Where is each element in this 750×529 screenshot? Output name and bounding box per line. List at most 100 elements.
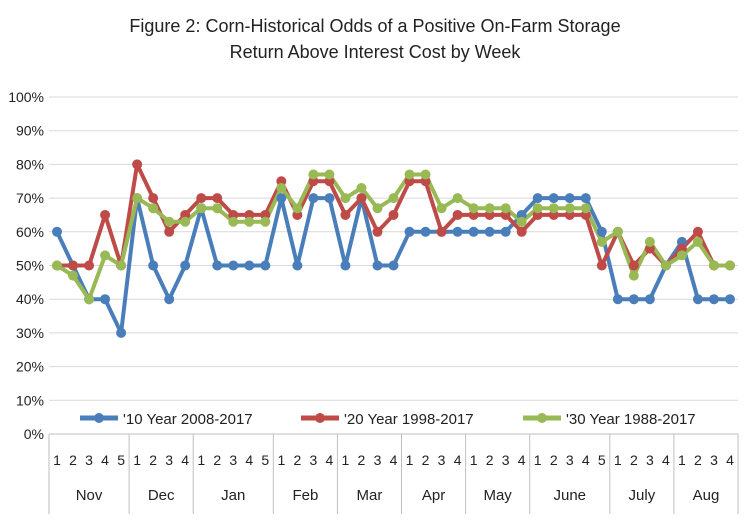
x-week-label: 1 xyxy=(470,452,478,468)
data-point xyxy=(692,236,703,247)
legend-background xyxy=(66,404,736,432)
x-month-label: Mar xyxy=(357,487,383,504)
x-month-label: Nov xyxy=(76,487,103,504)
y-tick-label: 70% xyxy=(16,190,44,206)
data-point xyxy=(308,169,319,180)
x-week-label: 1 xyxy=(678,452,686,468)
data-point xyxy=(548,193,559,204)
legend-label-10yr: '10 Year 2008-2017 xyxy=(123,411,253,428)
legend-item-20yr: '20 Year 1998-2017 xyxy=(301,411,474,428)
data-point xyxy=(212,193,223,204)
x-week-label: 2 xyxy=(358,452,366,468)
data-point xyxy=(532,203,543,214)
x-week-label: 4 xyxy=(245,452,253,468)
legend-marker-20yr xyxy=(315,413,325,423)
series-lines xyxy=(55,162,730,335)
x-week-label: 3 xyxy=(229,452,237,468)
data-point xyxy=(132,159,143,170)
data-point xyxy=(116,260,127,271)
data-point xyxy=(148,203,159,214)
legend-marker-30yr xyxy=(537,413,547,423)
data-point xyxy=(132,193,143,204)
x-week-label: 4 xyxy=(181,452,189,468)
data-point xyxy=(244,216,255,227)
data-point xyxy=(52,226,63,237)
data-point xyxy=(324,193,335,204)
data-point xyxy=(164,226,175,237)
data-point xyxy=(708,294,719,305)
data-point xyxy=(452,226,463,237)
data-point xyxy=(404,169,415,180)
x-week-label: 2 xyxy=(422,452,430,468)
x-week-label: 5 xyxy=(117,452,125,468)
x-month-label: May xyxy=(483,487,512,504)
data-point xyxy=(644,236,655,247)
data-point xyxy=(212,260,223,271)
legend: '10 Year 2008-2017 '20 Year 1998-2017 '3… xyxy=(66,404,736,432)
x-week-label: 2 xyxy=(550,452,558,468)
x-week-label: 3 xyxy=(438,452,446,468)
data-point xyxy=(356,182,367,193)
data-point xyxy=(436,226,447,237)
x-week-label: 1 xyxy=(534,452,542,468)
data-point xyxy=(196,193,207,204)
data-point xyxy=(260,216,271,227)
data-point xyxy=(84,294,95,305)
data-point xyxy=(180,260,191,271)
x-week-label: 1 xyxy=(614,452,622,468)
data-point xyxy=(548,203,559,214)
data-point xyxy=(420,169,431,180)
data-point xyxy=(212,203,223,214)
data-point xyxy=(628,270,639,281)
x-week-label: 3 xyxy=(165,452,173,468)
data-point xyxy=(500,203,511,214)
data-point xyxy=(292,260,303,271)
data-point xyxy=(452,209,463,220)
data-point xyxy=(500,226,511,237)
data-point xyxy=(452,193,463,204)
x-week-label: 3 xyxy=(374,452,382,468)
data-point xyxy=(228,216,239,227)
x-month-label: Feb xyxy=(292,487,318,504)
x-week-label: 3 xyxy=(85,452,93,468)
data-point xyxy=(372,203,383,214)
x-week-label: 1 xyxy=(133,452,141,468)
data-point xyxy=(724,260,735,271)
data-point xyxy=(100,250,111,261)
data-point xyxy=(228,260,239,271)
x-week-label: 3 xyxy=(309,452,317,468)
data-point xyxy=(68,260,79,271)
x-week-label: 3 xyxy=(566,452,574,468)
data-point xyxy=(276,182,287,193)
x-week-label: 4 xyxy=(454,452,462,468)
data-point xyxy=(100,294,111,305)
data-point xyxy=(388,193,399,204)
x-week-label: 4 xyxy=(662,452,670,468)
y-tick-label: 90% xyxy=(16,123,44,139)
x-week-label: 2 xyxy=(293,452,301,468)
x-month-label: Dec xyxy=(148,487,175,504)
y-tick-label: 30% xyxy=(16,325,44,341)
x-month-label: Jan xyxy=(221,487,245,504)
data-point xyxy=(436,203,447,214)
data-point xyxy=(468,226,479,237)
y-tick-label: 100% xyxy=(8,89,44,105)
data-point xyxy=(564,193,575,204)
y-tick-label: 60% xyxy=(16,224,44,240)
data-point xyxy=(628,294,639,305)
data-point xyxy=(340,209,351,220)
x-week-label: 5 xyxy=(261,452,269,468)
data-point xyxy=(580,193,591,204)
chart-title-line2: Return Above Interest Cost by Week xyxy=(230,42,522,62)
x-week-label: 5 xyxy=(598,452,606,468)
gridlines xyxy=(49,96,738,401)
y-tick-label: 50% xyxy=(16,258,44,274)
x-month-label: July xyxy=(629,487,656,504)
x-week-label: 3 xyxy=(502,452,510,468)
legend-item-10yr: '10 Year 2008-2017 xyxy=(80,411,253,428)
data-point xyxy=(340,193,351,204)
x-month-label: Apr xyxy=(422,487,445,504)
data-point xyxy=(180,216,191,227)
